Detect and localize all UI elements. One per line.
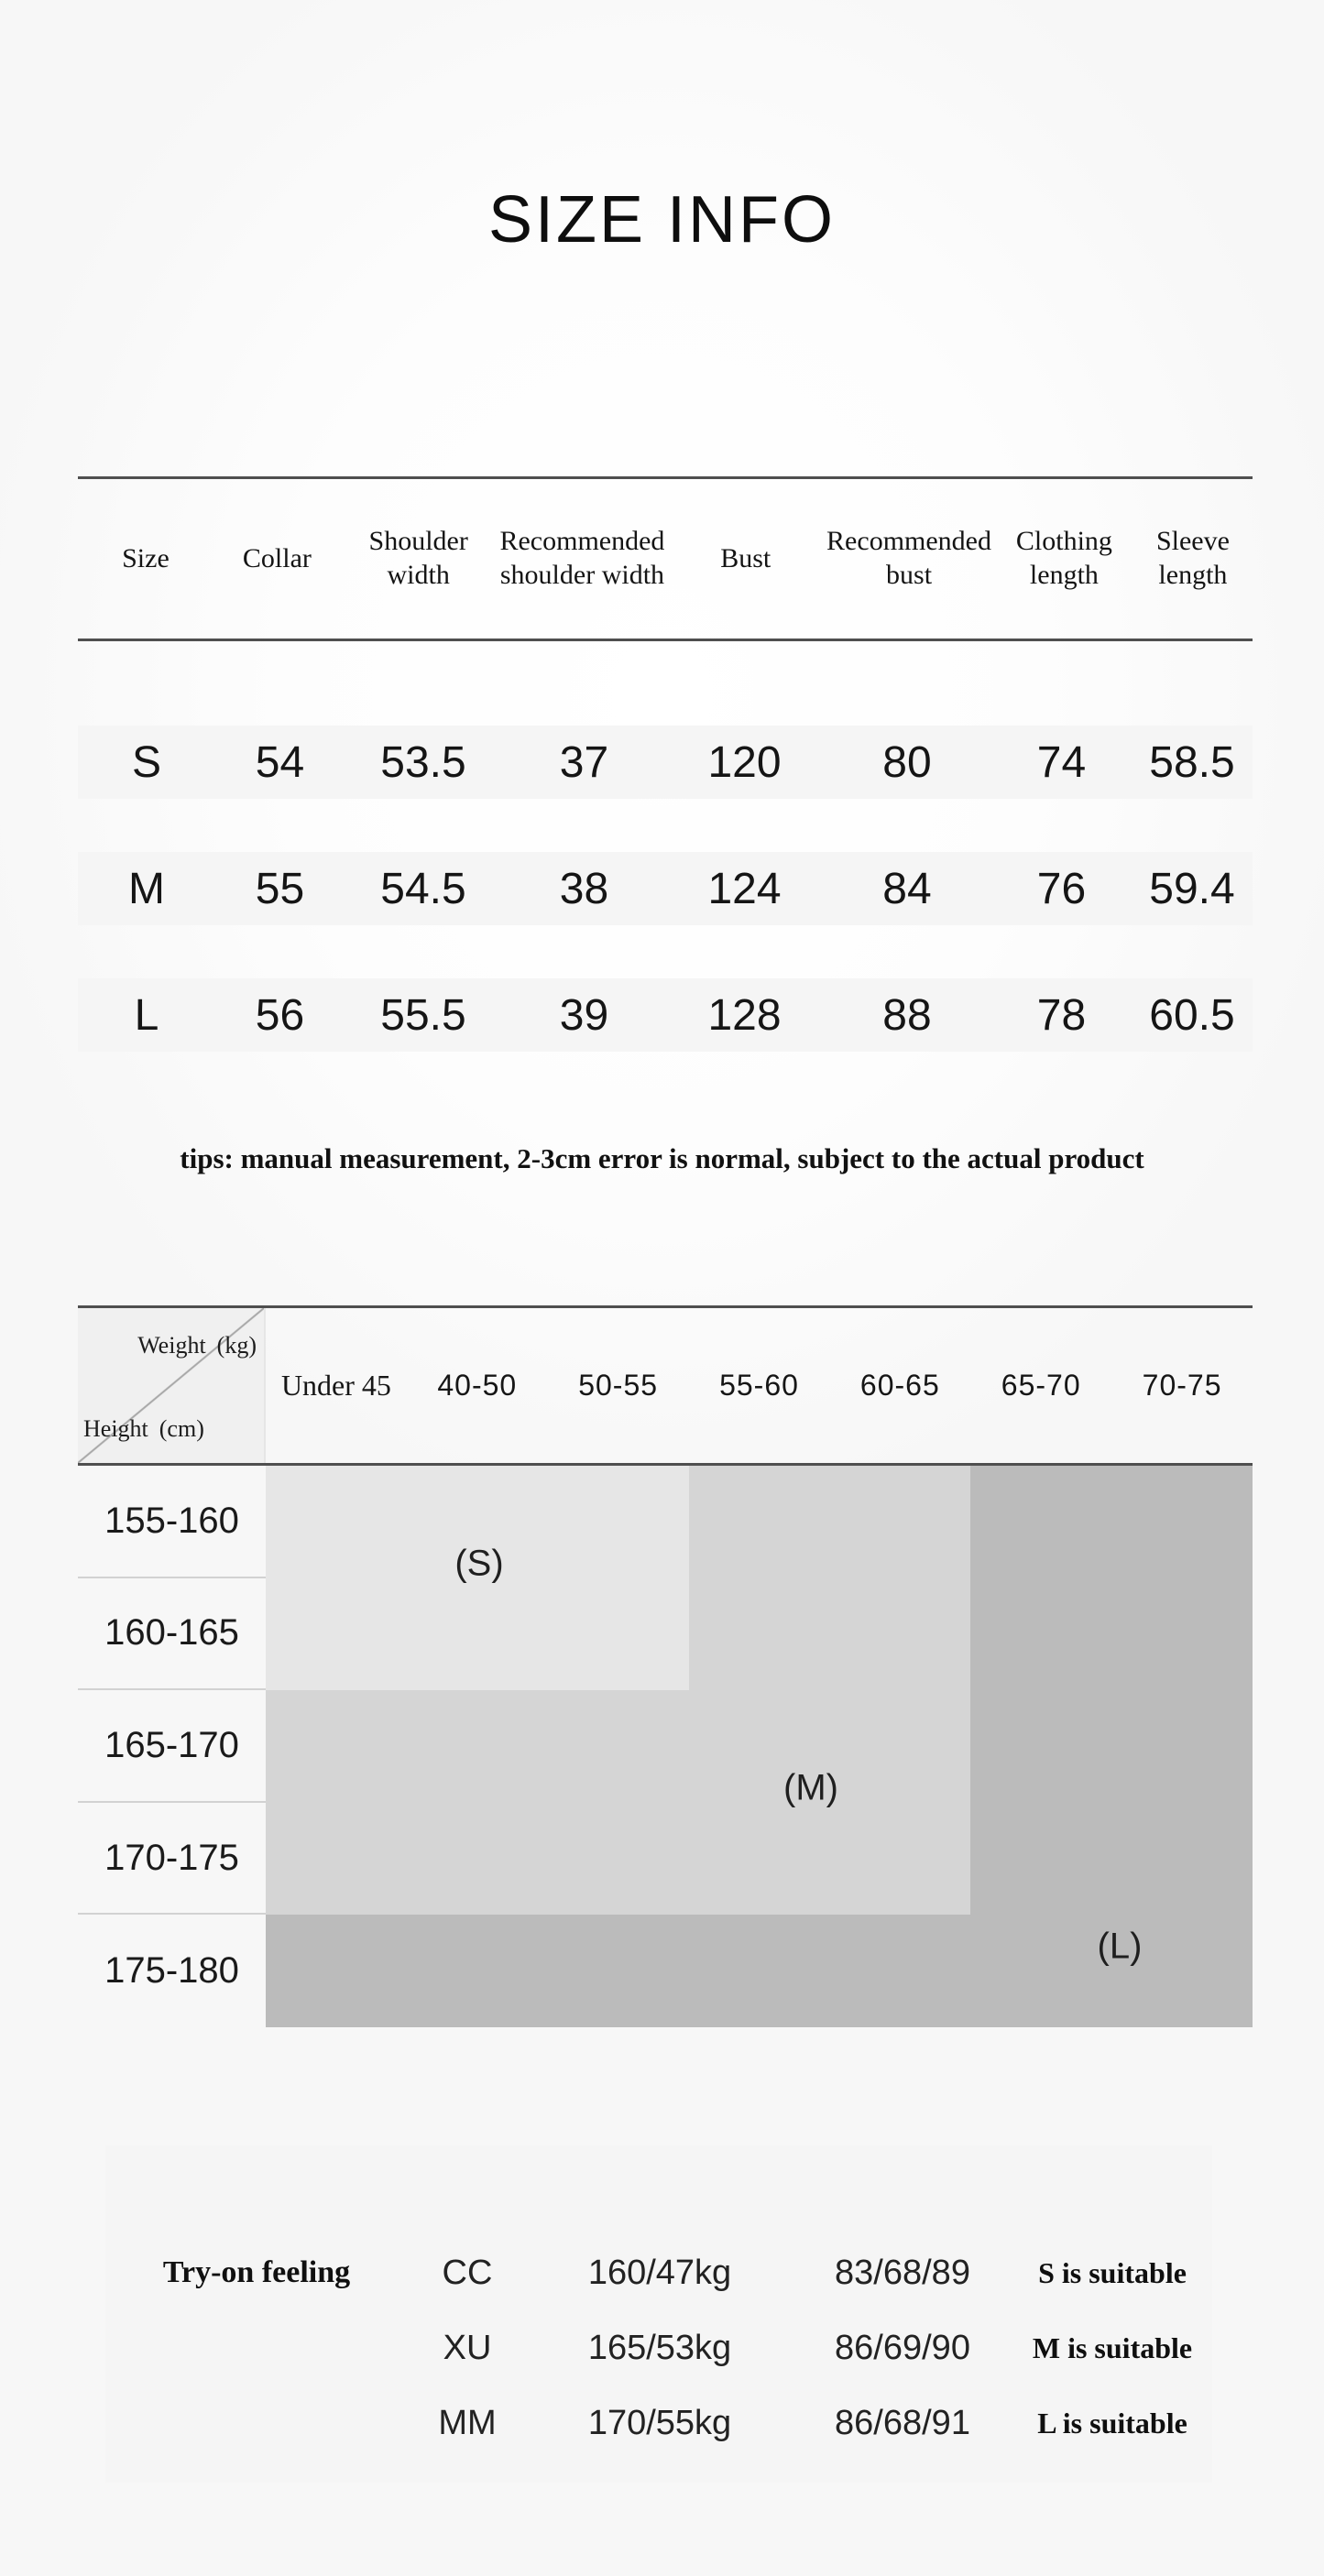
size-table-body: S 54 53.5 37 120 80 74 58.5 M 55 54.5 38… bbox=[78, 726, 1253, 1052]
cell-recommended-shoulder-width: 39 bbox=[559, 990, 609, 1040]
column-header-clothing-length: Clothing length bbox=[1015, 526, 1112, 590]
cell-bust: 128 bbox=[707, 990, 782, 1040]
size-zone-s bbox=[266, 1466, 689, 1690]
tester-verdict: S is suitable bbox=[1038, 2255, 1187, 2289]
tester-name: CC bbox=[442, 2253, 493, 2292]
fit-matrix: Weight (kg) Height (cm) Under 45 40-50 50-… bbox=[78, 1305, 1253, 2027]
weight-axis-label: Weight (kg) bbox=[137, 1332, 257, 1359]
height-row-labels: 155-160 160-165 165-170 170-175 175-180 bbox=[78, 1466, 266, 2027]
cell-recommended-bust: 80 bbox=[882, 737, 932, 787]
tester-verdict: M is suitable bbox=[1032, 2330, 1193, 2364]
table-row-size-s: S 54 53.5 37 120 80 74 58.5 bbox=[78, 726, 1253, 799]
try-on-heading: Try-on feeling bbox=[162, 2255, 351, 2289]
column-header-bust: Bust bbox=[720, 542, 771, 573]
cell-size: M bbox=[128, 864, 165, 913]
size-table-header-row: Size Collar Shoulder width Recommended s… bbox=[78, 476, 1253, 641]
column-header-size: Size bbox=[122, 542, 170, 573]
cell-shoulder-width: 55.5 bbox=[380, 990, 466, 1040]
cell-clothing-length: 76 bbox=[1036, 864, 1087, 913]
cell-size: S bbox=[131, 737, 161, 787]
cell-size: L bbox=[134, 990, 159, 1040]
tester-height-weight: 165/53kg bbox=[587, 2328, 732, 2367]
matrix-corner-cell: Weight (kg) Height (cm) bbox=[78, 1308, 266, 1463]
column-header-collar: Collar bbox=[242, 542, 312, 573]
column-header-recommended-bust: Recommended bust bbox=[826, 526, 991, 590]
cell-clothing-length: 78 bbox=[1036, 990, 1087, 1040]
cell-sleeve-length: 58.5 bbox=[1149, 737, 1235, 787]
height-axis-label: Height (cm) bbox=[83, 1415, 204, 1443]
height-row-160-165: 160-165 bbox=[78, 1578, 266, 1691]
cell-bust: 124 bbox=[707, 864, 782, 913]
weight-word: Weight bbox=[137, 1332, 206, 1359]
weight-column-70-75: 70-75 bbox=[1142, 1369, 1222, 1402]
zone-label-m: (M) bbox=[783, 1767, 838, 1808]
size-measurements-table: Size Collar Shoulder width Recommended s… bbox=[78, 476, 1253, 1105]
weight-column-under-45: Under 45 bbox=[280, 1369, 391, 1402]
height-row-175-180: 175-180 bbox=[104, 1950, 239, 1992]
height-unit: (cm) bbox=[159, 1415, 204, 1442]
weight-unit: (kg) bbox=[216, 1332, 257, 1359]
measurement-tips-note: tips: manual measurement, 2-3cm error is… bbox=[180, 1142, 1144, 1174]
zone-label-s: (S) bbox=[454, 1543, 504, 1584]
height-row-170-175: 170-175 bbox=[78, 1803, 266, 1916]
height-word: Height bbox=[83, 1415, 148, 1442]
cell-collar: 54 bbox=[255, 737, 305, 787]
height-row-155-160: 155-160 bbox=[78, 1466, 266, 1578]
weight-column-60-65: 60-65 bbox=[859, 1369, 940, 1402]
weight-column-65-70: 65-70 bbox=[1001, 1369, 1081, 1402]
cell-sleeve-length: 60.5 bbox=[1149, 990, 1235, 1040]
cell-sleeve-length: 59.4 bbox=[1149, 864, 1235, 913]
column-header-sleeve-length: Sleeve length bbox=[1155, 526, 1230, 590]
tester-height-weight: 170/55kg bbox=[587, 2403, 732, 2442]
cell-recommended-shoulder-width: 38 bbox=[559, 864, 609, 913]
fit-matrix-body: (S) (M) (L) 155-160 160-165 165-170 170-… bbox=[78, 1466, 1253, 2027]
tester-height-weight: 160/47kg bbox=[587, 2253, 732, 2292]
zone-label-l: (L) bbox=[1097, 1926, 1143, 1967]
height-row-165-170: 165-170 bbox=[78, 1690, 266, 1803]
table-row-size-l: L 56 55.5 39 128 88 78 60.5 bbox=[78, 978, 1253, 1052]
tester-measurements: 83/68/89 bbox=[835, 2253, 970, 2292]
weight-column-50-55: 50-55 bbox=[578, 1369, 659, 1402]
column-header-shoulder-width: Shoulder width bbox=[368, 526, 468, 590]
weight-column-55-60: 55-60 bbox=[719, 1369, 799, 1402]
cell-shoulder-width: 53.5 bbox=[380, 737, 466, 787]
cell-recommended-shoulder-width: 37 bbox=[559, 737, 609, 787]
tester-name: XU bbox=[443, 2328, 492, 2367]
tester-measurements: 86/68/91 bbox=[835, 2403, 970, 2442]
cell-clothing-length: 74 bbox=[1036, 737, 1087, 787]
page-title: SIZE INFO bbox=[487, 183, 837, 257]
cell-collar: 55 bbox=[255, 864, 305, 913]
tester-name: MM bbox=[438, 2403, 497, 2442]
cell-collar: 56 bbox=[255, 990, 305, 1040]
cell-recommended-bust: 88 bbox=[882, 990, 932, 1040]
cell-recommended-bust: 84 bbox=[882, 864, 932, 913]
column-header-recommended-shoulder-width: Recommended shoulder width bbox=[499, 526, 665, 590]
cell-shoulder-width: 54.5 bbox=[380, 864, 466, 913]
tester-verdict: L is suitable bbox=[1037, 2406, 1187, 2440]
fit-matrix-header-row: Weight (kg) Height (cm) Under 45 40-50 50-… bbox=[78, 1305, 1253, 1466]
weight-column-40-50: 40-50 bbox=[437, 1369, 518, 1402]
try-on-feeling-panel: Try-on feeling CC 160/47kg 83/68/89 S is… bbox=[105, 2145, 1212, 2483]
table-row-size-m: M 55 54.5 38 124 84 76 59.4 bbox=[78, 852, 1253, 925]
tester-measurements: 86/69/90 bbox=[835, 2328, 970, 2367]
cell-bust: 120 bbox=[707, 737, 782, 787]
